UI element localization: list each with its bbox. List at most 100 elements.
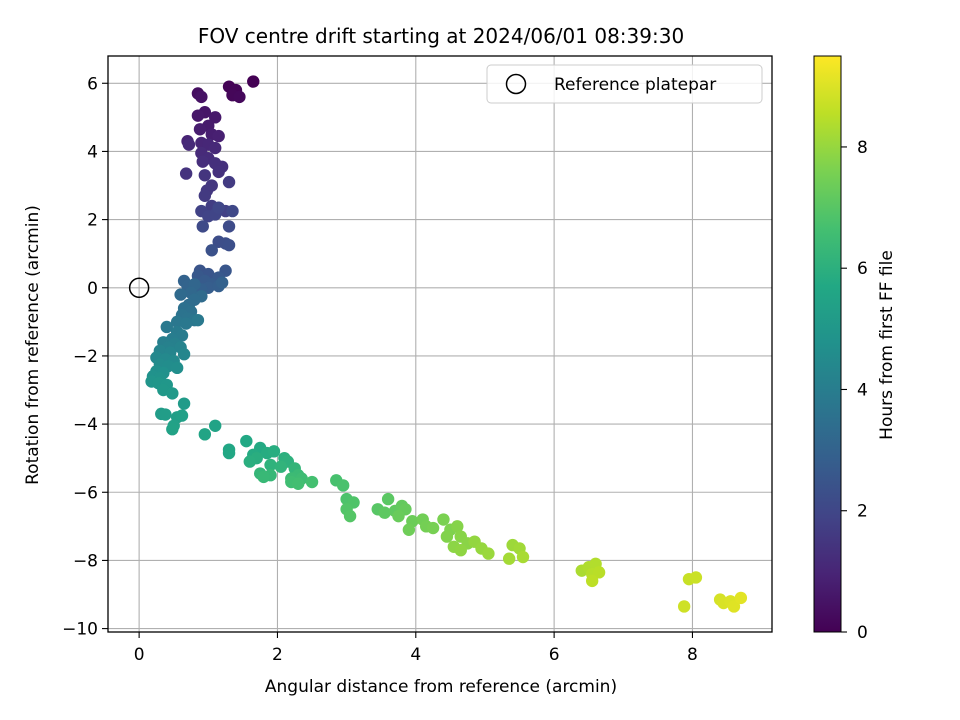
y-tick-label: 4 — [87, 142, 98, 162]
data-point — [222, 220, 236, 233]
colorbar-ticks: 0 2 4 6 8 — [841, 138, 868, 643]
data-point — [160, 320, 173, 334]
data-point — [215, 276, 229, 289]
data-point — [727, 600, 741, 613]
colorbar-tick-label: 4 — [857, 380, 868, 400]
colorbar-label: Hours from first FF file — [877, 250, 897, 440]
y-tick-label: 0 — [87, 279, 98, 299]
data-point — [174, 288, 187, 301]
data-point — [292, 477, 305, 490]
x-tick-label: 2 — [272, 645, 283, 665]
x-tick-label: 0 — [134, 645, 145, 665]
data-point — [175, 409, 189, 422]
data-point — [454, 544, 467, 557]
data-point — [222, 238, 236, 252]
data-point — [243, 455, 256, 468]
data-point — [179, 317, 193, 330]
data-point — [179, 167, 193, 180]
colorbar-tick-label: 6 — [857, 259, 868, 279]
chart-title: FOV centre drift starting at 2024/06/01 … — [198, 24, 684, 48]
data-point — [166, 423, 179, 436]
x-tick-label: 8 — [687, 645, 698, 665]
x-axis-label: Angular distance from reference (arcmin) — [265, 677, 617, 697]
data-point — [402, 523, 416, 536]
data-point — [159, 408, 172, 421]
colorbar-gradient — [813, 55, 842, 633]
x-axis-ticks: 0 2 4 6 8 — [134, 632, 698, 665]
data-point — [212, 201, 225, 214]
data-point — [170, 361, 184, 375]
data-point — [196, 220, 209, 233]
data-point — [226, 204, 239, 218]
y-tick-label: −6 — [73, 483, 98, 503]
data-point — [166, 387, 179, 400]
data-point — [482, 547, 495, 560]
data-point — [209, 419, 222, 432]
data-point — [689, 571, 703, 584]
data-point — [196, 155, 209, 168]
y-axis-label: Rotation from reference (arcmin) — [23, 205, 43, 485]
colorbar-tick-label: 2 — [857, 502, 868, 522]
data-point — [437, 513, 450, 526]
legend-box — [486, 64, 763, 104]
y-tick-label: −10 — [62, 620, 98, 640]
colorbar-tick-label: 0 — [857, 623, 868, 643]
colorbar-tick-label: 8 — [857, 138, 868, 158]
data-point — [451, 520, 464, 533]
data-point — [198, 428, 212, 441]
data-point — [222, 175, 236, 189]
y-tick-label: −2 — [73, 347, 98, 367]
data-point — [195, 90, 208, 104]
y-axis-ticks: −10 −8 −6 −4 −2 0 2 4 6 — [62, 74, 108, 640]
x-tick-label: 4 — [410, 645, 421, 665]
data-point — [193, 123, 207, 136]
data-point — [191, 109, 205, 122]
data-point — [212, 129, 225, 143]
data-point — [182, 138, 196, 151]
data-point — [264, 458, 277, 472]
scatter-points — [128, 75, 748, 613]
data-point — [585, 574, 599, 588]
data-point — [198, 189, 212, 202]
data-point — [305, 475, 319, 489]
reference-point-marker — [128, 277, 150, 299]
data-point — [177, 397, 191, 410]
x-tick-label: 6 — [549, 645, 560, 665]
colorbar: 0 2 4 6 8 Hours from first FF file — [813, 55, 897, 643]
data-point — [257, 470, 270, 484]
legend: Reference platepar — [486, 64, 763, 104]
data-point — [440, 530, 454, 543]
data-point — [209, 141, 222, 155]
data-point — [222, 446, 236, 460]
plot-frame — [107, 55, 773, 633]
data-point — [677, 600, 691, 613]
data-point — [516, 550, 530, 564]
data-point — [212, 165, 225, 179]
data-point — [177, 348, 191, 361]
data-point — [175, 329, 189, 342]
data-point — [392, 509, 405, 523]
data-point — [247, 75, 260, 88]
data-point — [198, 169, 212, 182]
legend-marker-icon — [505, 73, 527, 95]
data-point — [267, 445, 281, 458]
data-point — [343, 509, 357, 523]
data-point — [336, 479, 350, 492]
data-point — [426, 521, 440, 535]
data-point — [205, 244, 218, 257]
data-point — [209, 111, 222, 124]
data-point — [233, 90, 246, 104]
data-point — [378, 506, 391, 519]
y-tick-label: 2 — [87, 211, 98, 231]
y-tick-label: 6 — [87, 74, 98, 94]
data-point — [734, 591, 748, 605]
y-tick-label: −4 — [73, 415, 98, 435]
legend-entry-reference: Reference platepar — [554, 75, 716, 95]
data-point — [274, 460, 288, 473]
data-point — [592, 566, 606, 579]
data-point — [381, 492, 395, 506]
data-point — [240, 434, 253, 448]
data-point — [502, 552, 516, 565]
data-point — [191, 313, 205, 327]
